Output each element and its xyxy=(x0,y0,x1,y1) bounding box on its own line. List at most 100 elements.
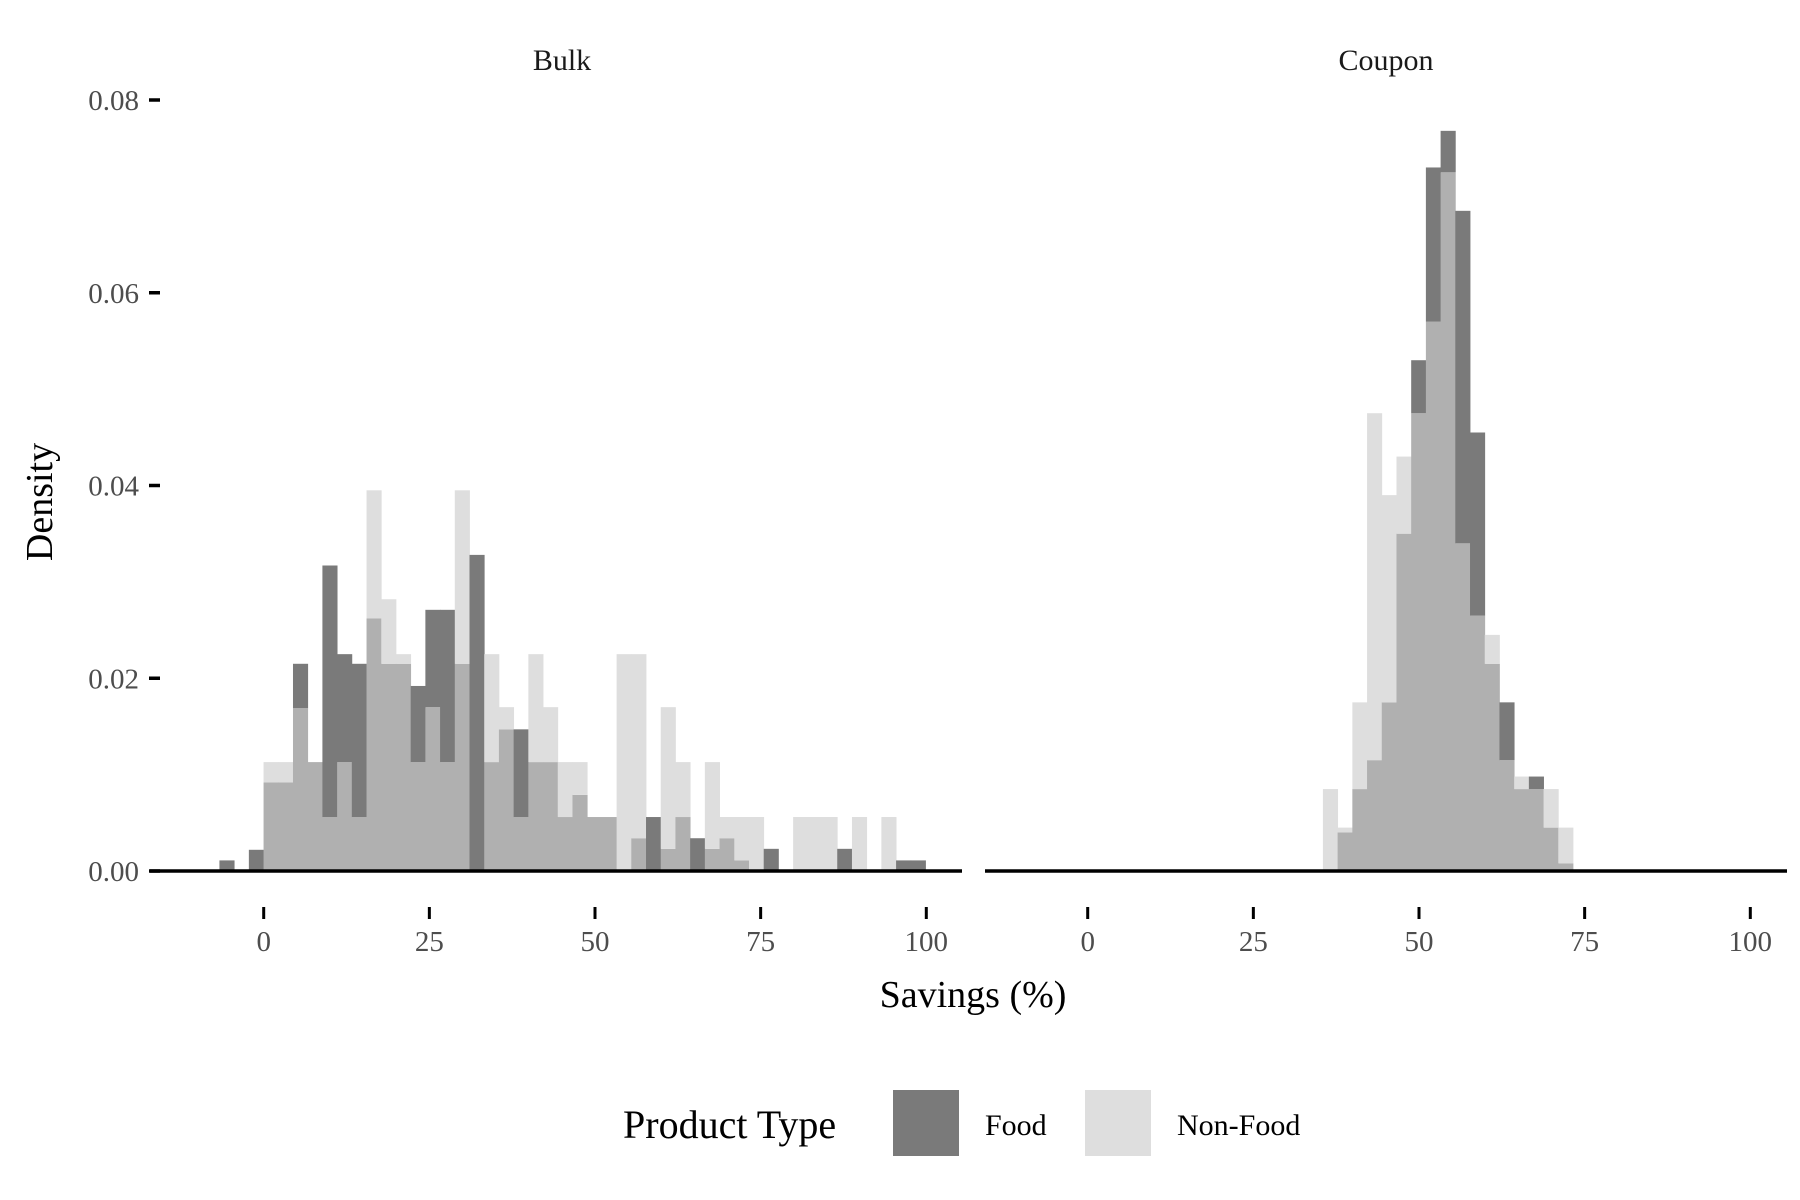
bar-bulk-overlap-6 xyxy=(292,708,309,871)
bar-bulk-overlap-35 xyxy=(719,838,735,871)
bar-bulk-overlap-32 xyxy=(675,817,691,871)
x-ticks-coupon: 0 25 50 75 100 xyxy=(1080,907,1772,958)
legend-title: Product Type xyxy=(623,1102,836,1147)
bar-coupon-food-34 xyxy=(1528,776,1544,790)
bar-coupon-food-29 xyxy=(1455,210,1471,544)
bar-bulk-non-food-44 xyxy=(851,817,868,871)
bar-bulk-overlap-5 xyxy=(278,782,294,871)
bar-bulk-overlap-36 xyxy=(734,860,750,871)
x-tick-label-bulk-2: 50 xyxy=(581,926,610,958)
bar-bulk-food-38 xyxy=(763,848,779,871)
facet-title-coupon: Coupon xyxy=(1338,44,1433,77)
bar-bulk-overlap-31 xyxy=(660,848,676,871)
bar-coupon-overlap-30 xyxy=(1470,615,1486,871)
legend-label-food: Food xyxy=(985,1109,1047,1142)
bar-bulk-food-21 xyxy=(513,729,529,818)
bar-bulk-non-food-35 xyxy=(719,817,735,839)
bar-bulk-food-6 xyxy=(292,663,309,709)
bar-coupon-non-food-25 xyxy=(1396,456,1412,534)
x-tick-label-bulk-1: 25 xyxy=(415,926,444,958)
bar-bulk-food-48 xyxy=(910,860,926,871)
bar-bulk-overlap-26 xyxy=(587,817,603,871)
bar-bulk-overlap-20 xyxy=(498,729,515,871)
bar-bulk-non-food-25 xyxy=(572,762,588,795)
bar-bulk-overlap-29 xyxy=(631,838,647,871)
x-tick-label-bulk-3: 75 xyxy=(746,926,775,958)
facet-title-bulk: Bulk xyxy=(533,44,591,77)
bar-bulk-non-food-46 xyxy=(881,817,897,871)
bar-bulk-non-food-22 xyxy=(528,654,544,763)
bar-bulk-overlap-27 xyxy=(601,817,618,871)
bar-bulk-non-food-19 xyxy=(484,654,500,763)
y-tick-label-2: 0.04 xyxy=(88,471,139,503)
legend-label-non-food: Non-Food xyxy=(1177,1109,1300,1142)
bar-bulk-overlap-23 xyxy=(543,762,559,871)
bar-bulk-food-3 xyxy=(248,849,264,871)
legend-swatch-food xyxy=(893,1090,959,1156)
bar-coupon-overlap-29 xyxy=(1455,543,1471,871)
bar-coupon-overlap-23 xyxy=(1367,760,1383,871)
bar-bulk-overlap-21 xyxy=(513,817,529,871)
bar-bulk-non-food-34 xyxy=(704,762,720,849)
bar-bulk-food-8 xyxy=(322,565,338,818)
legend: Product Type Food Non-Food xyxy=(623,1090,1300,1156)
bar-coupon-overlap-22 xyxy=(1352,789,1368,871)
y-tick-label-1: 0.02 xyxy=(88,663,139,695)
bar-coupon-non-food-33 xyxy=(1514,776,1530,790)
bar-coupon-food-26 xyxy=(1411,360,1427,414)
bar-coupon-overlap-33 xyxy=(1514,789,1530,871)
bar-bulk-overlap-22 xyxy=(528,762,544,871)
bar-bulk-overlap-16 xyxy=(440,762,456,871)
bar-coupon-overlap-27 xyxy=(1425,321,1442,872)
bar-bulk-food-18 xyxy=(469,554,485,871)
bar-bulk-overlap-14 xyxy=(410,762,426,871)
bar-coupon-food-32 xyxy=(1499,702,1515,761)
x-axis-title: Savings (%) xyxy=(880,974,1067,1016)
bar-bulk-food-16 xyxy=(440,609,456,763)
bar-bulk-overlap-10 xyxy=(351,817,367,871)
bar-coupon-non-food-31 xyxy=(1484,634,1500,664)
bar-bulk-non-food-31 xyxy=(660,707,676,849)
bar-bulk-overlap-24 xyxy=(557,817,573,871)
bar-coupon-food-27 xyxy=(1425,167,1442,322)
bar-coupon-non-food-20 xyxy=(1322,789,1339,871)
bar-coupon-food-28 xyxy=(1440,130,1456,173)
bar-coupon-non-food-23 xyxy=(1367,413,1383,761)
facet-panel-bulk: Bulk 0 25 50 75 100 xyxy=(150,44,962,958)
bar-bulk-non-food-17 xyxy=(454,490,470,664)
x-ticks-bulk: 0 25 50 75 100 xyxy=(256,907,948,958)
x-tick-label-coupon-0: 0 xyxy=(1080,926,1095,958)
bar-coupon-overlap-28 xyxy=(1440,172,1456,871)
bar-coupon-overlap-35 xyxy=(1543,827,1559,871)
bar-bulk-non-food-40 xyxy=(793,817,809,871)
bar-bulk-non-food-42 xyxy=(822,817,838,871)
bar-bulk-non-food-28 xyxy=(616,654,632,871)
bar-coupon-overlap-25 xyxy=(1396,533,1412,871)
x-tick-label-bulk-0: 0 xyxy=(256,926,271,958)
y-axis: 0.00 0.02 0.04 0.06 0.08 xyxy=(88,85,160,888)
bar-coupon-non-food-35 xyxy=(1543,789,1559,828)
bar-bulk-food-33 xyxy=(690,838,706,871)
bar-bulk-food-47 xyxy=(896,860,912,871)
bar-bulk-overlap-11 xyxy=(366,618,382,871)
bar-coupon-non-food-36 xyxy=(1558,827,1574,864)
bar-bulk-food-14 xyxy=(410,685,426,763)
bar-coupon-overlap-32 xyxy=(1499,760,1515,871)
y-tick-label-4: 0.08 xyxy=(88,85,139,117)
facet-panel-coupon: Coupon 0 25 50 75 100 xyxy=(985,44,1787,958)
bar-bulk-non-food-37 xyxy=(748,817,765,871)
bar-bulk-non-food-4 xyxy=(263,762,279,783)
bar-bulk-food-9 xyxy=(337,654,353,763)
bar-bulk-non-food-24 xyxy=(557,762,573,818)
bar-bulk-non-food-5 xyxy=(278,762,294,783)
bar-bulk-food-30 xyxy=(646,817,662,871)
bars-coupon xyxy=(1322,130,1574,872)
bar-bulk-non-food-12 xyxy=(381,599,397,664)
bar-bulk-overlap-12 xyxy=(381,663,397,871)
legend-swatch-non-food xyxy=(1085,1090,1151,1156)
bar-bulk-non-food-13 xyxy=(395,654,412,664)
bar-bulk-overlap-34 xyxy=(704,848,720,871)
x-tick-label-coupon-1: 25 xyxy=(1239,926,1268,958)
bar-bulk-food-43 xyxy=(837,848,853,871)
